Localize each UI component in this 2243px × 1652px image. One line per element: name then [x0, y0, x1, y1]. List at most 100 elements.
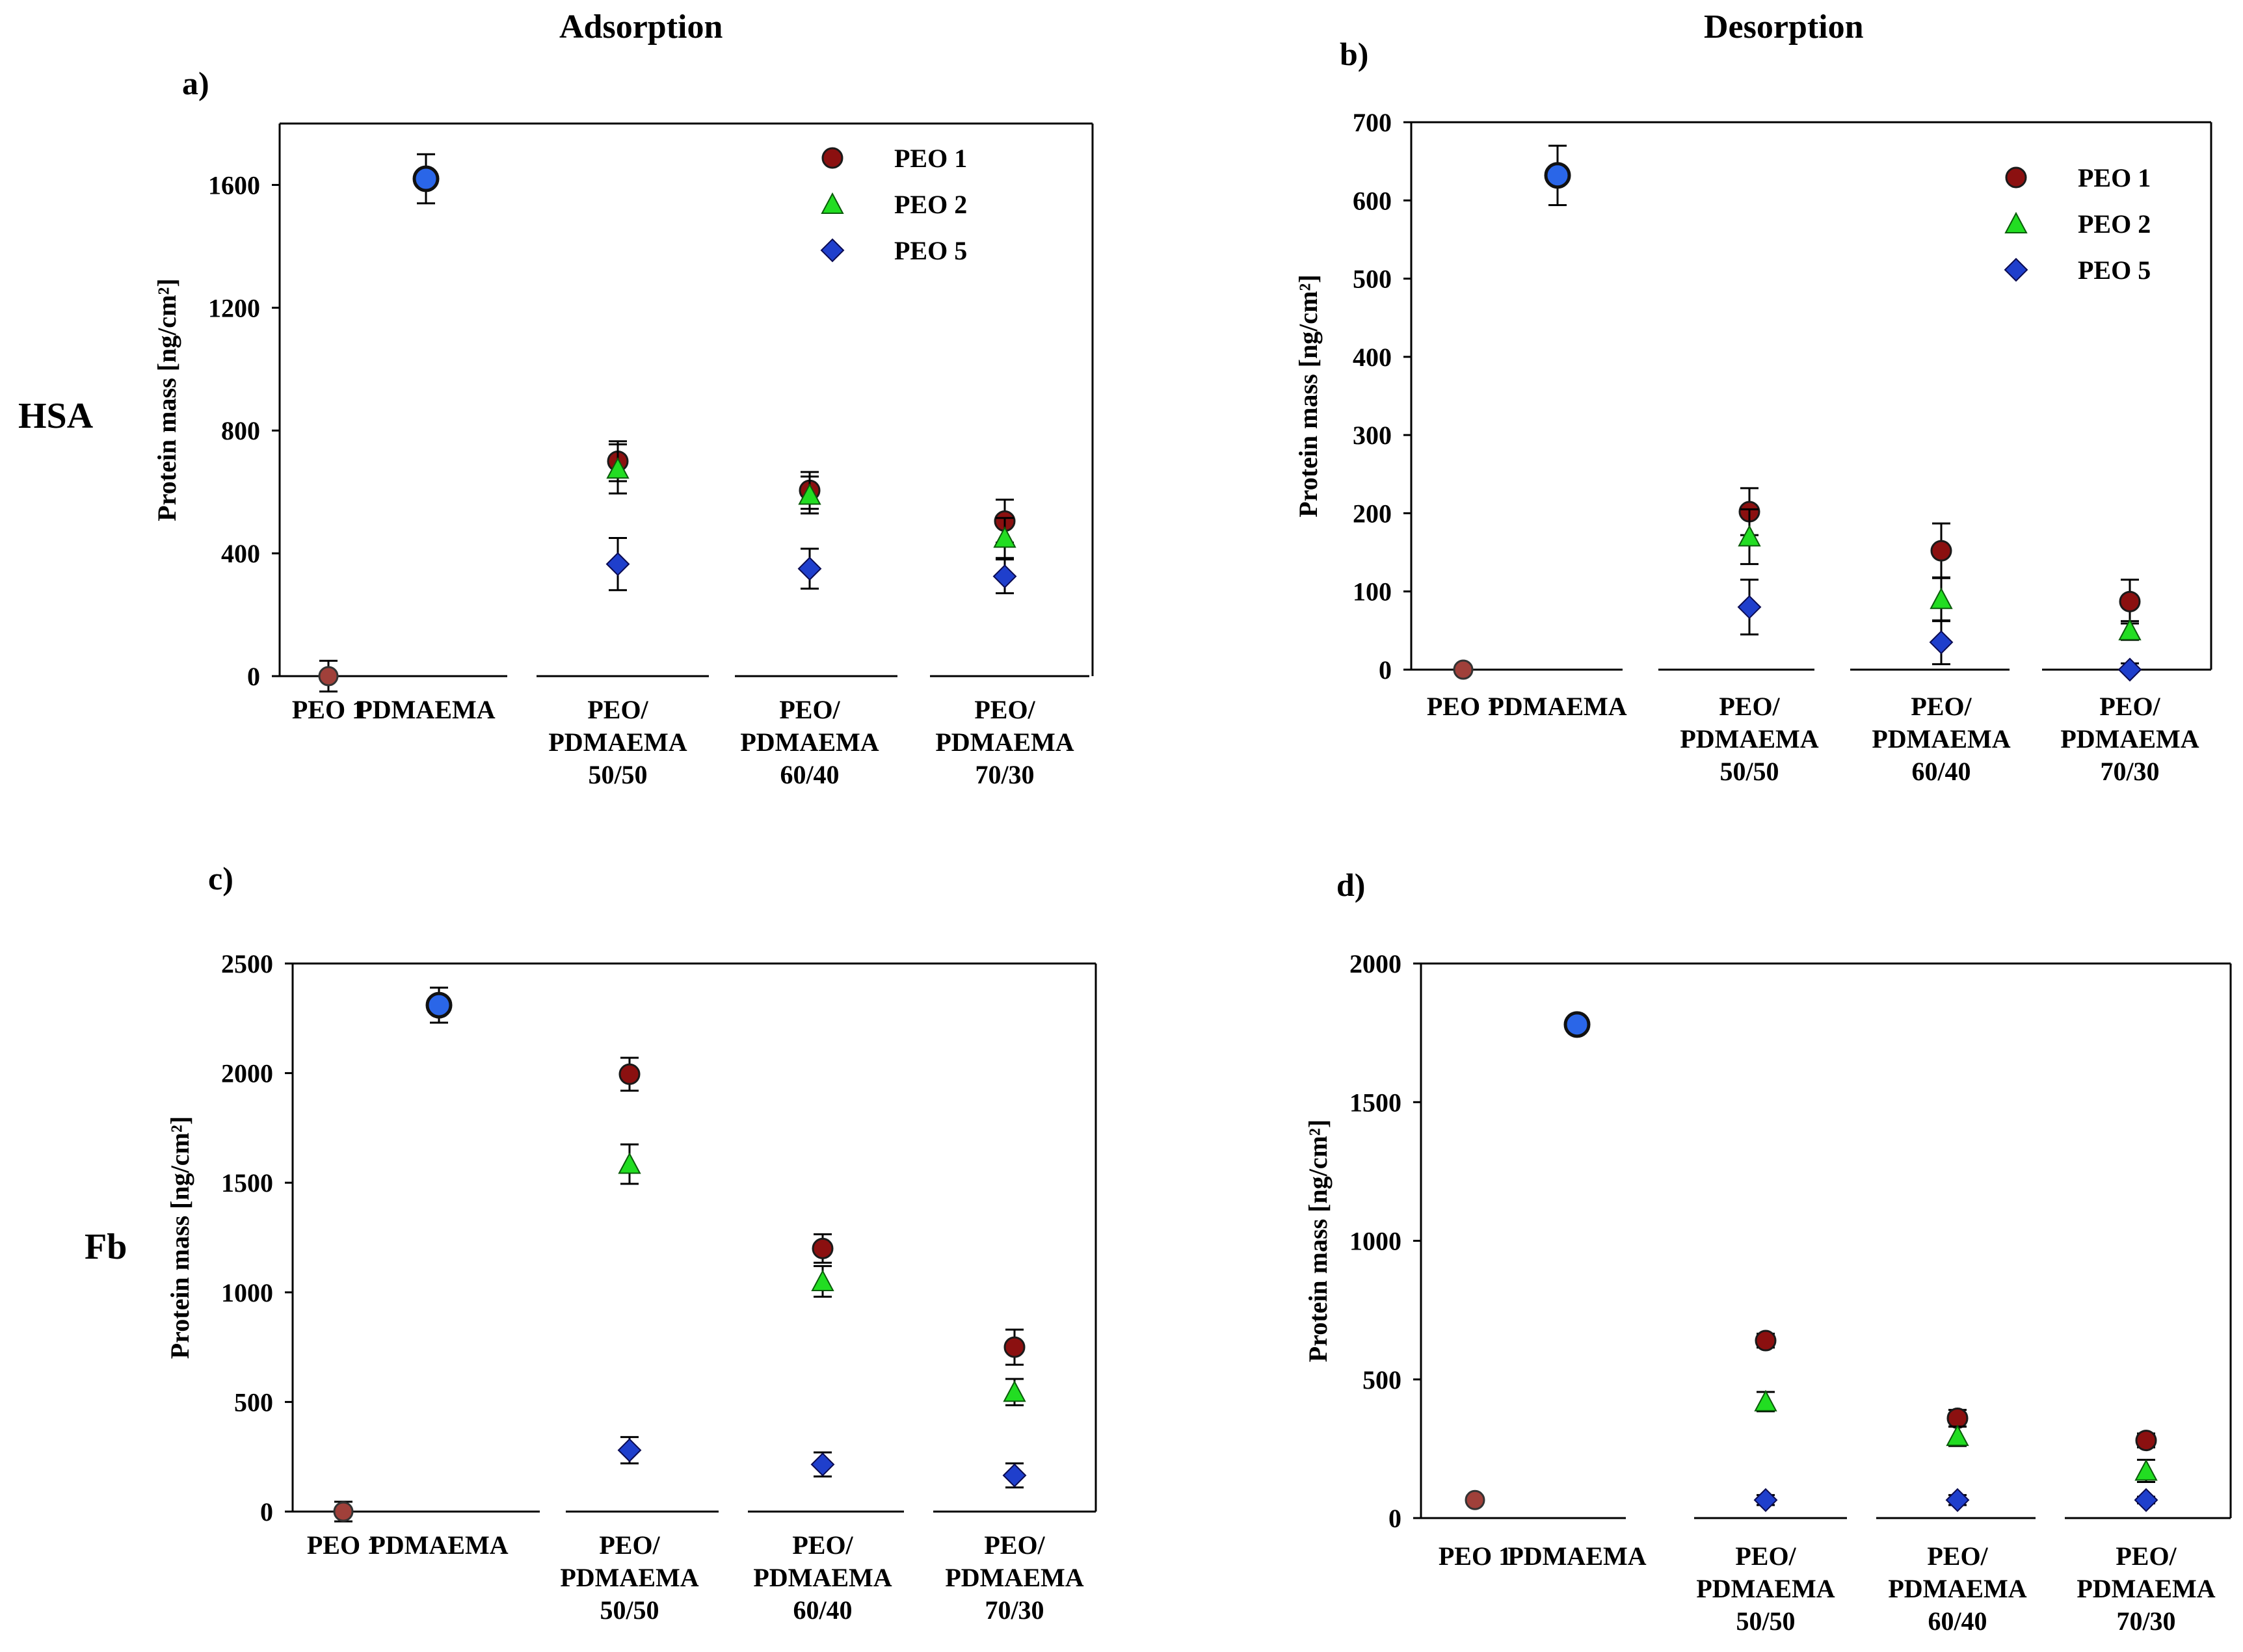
- data-point-peo-1: [1930, 540, 1952, 562]
- data-point-peo-2: [1738, 525, 1761, 547]
- legend-marker-peo-2: [2004, 211, 2028, 233]
- y-tick-label: 500: [1362, 1365, 1401, 1395]
- data-point-peo-1: [2119, 590, 2141, 612]
- x-category-label: PEO/PDMAEMA 60/40: [753, 1530, 892, 1625]
- control-point-peo-1: [1465, 1489, 1485, 1510]
- legend-marker-peo-5: [2004, 257, 2028, 282]
- x-category-label: PEO/PDMAEMA 50/50: [560, 1530, 698, 1625]
- legend-marker-peo-2: [821, 192, 844, 214]
- y-tick-label: 1500: [221, 1168, 273, 1198]
- y-axis-label: Protein mass [ng/cm²]: [1294, 274, 1323, 517]
- row-label-fb: Fb: [85, 1227, 127, 1267]
- y-tick-label: 2000: [1349, 949, 1401, 978]
- x-category-label: PDMAEMA: [1507, 1541, 1646, 1571]
- x-category-label: PEO/PDMAEMA 70/30: [935, 695, 1074, 789]
- control-point-pdmaema: [1563, 1011, 1591, 1038]
- y-tick-label: 300: [1353, 421, 1392, 450]
- data-point-peo-2: [1754, 1389, 1777, 1411]
- y-axis-label: Protein mass [ng/cm²]: [1303, 1120, 1333, 1362]
- y-tick-label: 1000: [1349, 1227, 1401, 1256]
- y-tick-label: 1000: [221, 1278, 273, 1307]
- data-point-peo-5: [2134, 1488, 2158, 1512]
- heading-adsorption: Adsorption: [559, 8, 723, 46]
- legend-label-peo-2: PEO 2: [894, 190, 967, 219]
- data-point-peo-5: [992, 564, 1017, 588]
- y-tick-label: 0: [260, 1497, 273, 1527]
- y-tick-label: 0: [1379, 655, 1392, 685]
- control-point-peo-1: [333, 1501, 354, 1522]
- y-tick-label: 500: [234, 1387, 273, 1417]
- data-point-peo-5: [617, 1438, 642, 1462]
- x-category-label: PEO/PDMAEMA 70/30: [2077, 1541, 2215, 1636]
- x-category-label: PEO 1: [307, 1530, 380, 1560]
- legend-marker-peo-5: [820, 238, 845, 263]
- y-tick-label: 800: [221, 416, 260, 445]
- x-category-label: PEO/PDMAEMA 50/50: [548, 695, 687, 789]
- data-point-peo-2: [1946, 1424, 1969, 1447]
- y-tick-label: 400: [221, 539, 260, 568]
- data-point-peo-1: [812, 1237, 834, 1259]
- data-point-peo-1: [2135, 1430, 2157, 1452]
- y-tick-label: 500: [1353, 265, 1392, 294]
- data-point-peo-5: [1929, 630, 1954, 655]
- y-axis-label: Protein mass [ng/cm²]: [165, 1116, 194, 1359]
- data-point-peo-1: [618, 1063, 641, 1085]
- data-point-peo-2: [606, 457, 630, 479]
- legend-label-peo-1: PEO 1: [2078, 163, 2151, 192]
- x-category-label: PDMAEMA: [356, 695, 495, 724]
- data-point-peo-2: [1930, 587, 1953, 609]
- x-category-label: PDMAEMA: [1488, 692, 1626, 721]
- y-tick-label: 400: [1353, 343, 1392, 372]
- x-category-label: PEO 1: [292, 695, 365, 724]
- row-label-hsa: HSA: [18, 396, 94, 436]
- panel-d: d) 0 500 1000 1500 2000 Protein mass [ng/cm²] P…: [1303, 867, 2232, 1636]
- data-point-peo-5: [810, 1452, 835, 1476]
- y-tick-label: 0: [1388, 1504, 1401, 1533]
- y-tick-label: 700: [1353, 108, 1392, 137]
- y-tick-label: 2000: [221, 1059, 273, 1088]
- legend-label-peo-5: PEO 5: [2078, 256, 2151, 285]
- control-point-pdmaema: [425, 991, 453, 1019]
- heading-desorption: Desorption: [1704, 8, 1864, 46]
- x-category-label: PEO/PDMAEMA 60/40: [1888, 1541, 2026, 1636]
- data-point-peo-5: [605, 552, 630, 577]
- legend-marker-peo-1: [821, 147, 843, 169]
- x-category-label: PEO 1: [1439, 1541, 1511, 1571]
- data-point-peo-5: [1753, 1488, 1778, 1512]
- y-tick-label: 600: [1353, 186, 1392, 215]
- x-category-label: PEO/PDMAEMA 70/30: [2060, 692, 2199, 786]
- data-point-peo-5: [1002, 1463, 1027, 1488]
- legend-marker-peo-1: [2005, 166, 2027, 189]
- legend-label-peo-2: PEO 2: [2078, 209, 2151, 239]
- x-category-label: PDMAEMA: [369, 1530, 508, 1560]
- y-axis-label: Protein mass [ng/cm²]: [152, 278, 181, 521]
- panel-label: b): [1340, 36, 1368, 72]
- legend-label-peo-5: PEO 5: [894, 236, 967, 265]
- control-point-peo-1: [318, 666, 339, 687]
- data-point-peo-2: [618, 1152, 641, 1174]
- data-point-peo-2: [2134, 1459, 2158, 1481]
- x-category-label: PEO/PDMAEMA 50/50: [1680, 692, 1818, 786]
- data-point-peo-5: [797, 557, 822, 581]
- x-category-label: PEO/PDMAEMA 70/30: [945, 1530, 1083, 1625]
- data-point-peo-1: [1755, 1330, 1777, 1352]
- y-tick-label: 1200: [208, 293, 260, 322]
- data-point-peo-5: [1737, 595, 1762, 620]
- data-point-peo-2: [798, 483, 821, 505]
- y-tick-label: 2500: [221, 949, 273, 978]
- data-point-peo-2: [2118, 618, 2142, 640]
- x-category-label: PEO/PDMAEMA 60/40: [740, 695, 879, 789]
- y-tick-label: 200: [1353, 499, 1392, 528]
- y-tick-label: 1600: [208, 170, 260, 200]
- y-tick-label: 100: [1353, 577, 1392, 607]
- x-category-label: PEO 1: [1427, 692, 1500, 721]
- x-category-label: PEO/PDMAEMA 50/50: [1696, 1541, 1835, 1636]
- panel-label: a): [182, 65, 209, 101]
- data-point-peo-2: [1003, 1380, 1026, 1402]
- control-point-peo-1: [1453, 659, 1474, 680]
- control-point-pdmaema: [412, 165, 440, 192]
- data-point-peo-2: [811, 1269, 834, 1291]
- legend-label-peo-1: PEO 1: [894, 144, 967, 173]
- data-point-peo-2: [993, 526, 1016, 548]
